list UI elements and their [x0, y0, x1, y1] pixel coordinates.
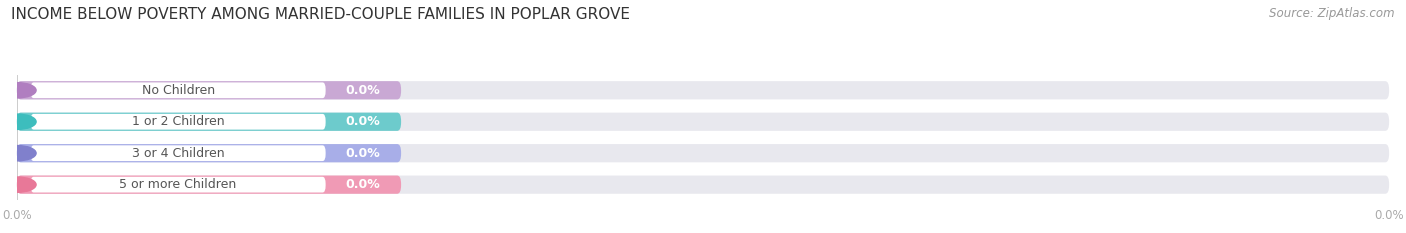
Text: 0.0%: 0.0% [346, 84, 380, 97]
FancyBboxPatch shape [17, 81, 401, 99]
Text: 5 or more Children: 5 or more Children [120, 178, 236, 191]
Text: Source: ZipAtlas.com: Source: ZipAtlas.com [1270, 7, 1395, 20]
FancyBboxPatch shape [31, 177, 326, 192]
Ellipse shape [0, 146, 37, 161]
FancyBboxPatch shape [31, 82, 326, 98]
FancyBboxPatch shape [31, 114, 326, 130]
FancyBboxPatch shape [17, 113, 401, 131]
Ellipse shape [0, 83, 37, 98]
FancyBboxPatch shape [17, 175, 1389, 194]
Text: INCOME BELOW POVERTY AMONG MARRIED-COUPLE FAMILIES IN POPLAR GROVE: INCOME BELOW POVERTY AMONG MARRIED-COUPL… [11, 7, 630, 22]
Text: 1 or 2 Children: 1 or 2 Children [132, 115, 225, 128]
Text: 3 or 4 Children: 3 or 4 Children [132, 147, 225, 160]
FancyBboxPatch shape [17, 144, 1389, 162]
Text: 0.0%: 0.0% [346, 115, 380, 128]
Ellipse shape [0, 114, 37, 129]
FancyBboxPatch shape [17, 113, 1389, 131]
FancyBboxPatch shape [31, 145, 326, 161]
FancyBboxPatch shape [17, 81, 1389, 99]
Text: 0.0%: 0.0% [346, 178, 380, 191]
Text: 0.0%: 0.0% [346, 147, 380, 160]
FancyBboxPatch shape [17, 144, 401, 162]
Text: No Children: No Children [142, 84, 215, 97]
Ellipse shape [0, 177, 37, 192]
FancyBboxPatch shape [17, 175, 401, 194]
